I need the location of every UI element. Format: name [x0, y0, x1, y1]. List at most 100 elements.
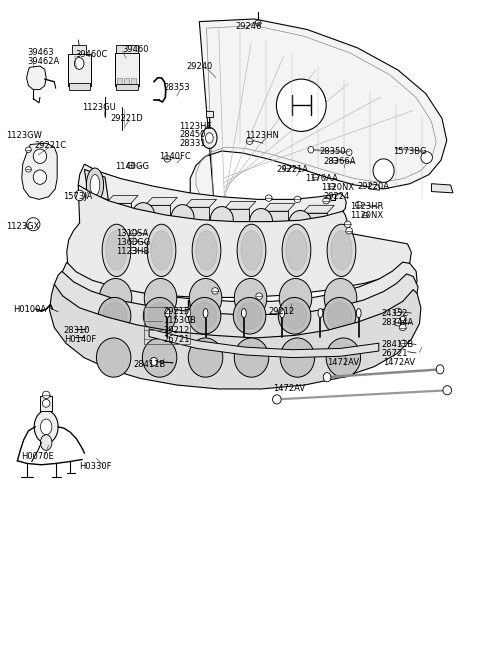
Ellipse shape [276, 79, 326, 132]
Ellipse shape [212, 288, 218, 294]
Ellipse shape [436, 365, 444, 374]
Text: 39463: 39463 [27, 48, 54, 58]
Bar [117, 78, 122, 87]
Bar [205, 111, 213, 117]
Ellipse shape [102, 224, 131, 276]
Text: 26721: 26721 [163, 335, 190, 344]
Bar [116, 45, 138, 53]
Ellipse shape [26, 217, 40, 231]
Ellipse shape [332, 157, 337, 163]
Text: 29220A: 29220A [357, 182, 389, 191]
Ellipse shape [273, 395, 281, 404]
Text: 39460C: 39460C [75, 50, 107, 59]
Text: 28331: 28331 [179, 139, 206, 147]
Ellipse shape [234, 338, 269, 377]
Polygon shape [224, 201, 256, 209]
Text: 29215: 29215 [163, 307, 190, 316]
Ellipse shape [421, 152, 432, 164]
Ellipse shape [42, 400, 50, 407]
Text: 28350: 28350 [319, 147, 346, 155]
Ellipse shape [164, 156, 170, 162]
Ellipse shape [165, 309, 169, 318]
Ellipse shape [90, 174, 100, 195]
Bar [116, 84, 138, 90]
Text: H0330F: H0330F [79, 462, 111, 470]
Ellipse shape [327, 303, 351, 329]
Text: 39460: 39460 [123, 45, 149, 54]
Ellipse shape [329, 183, 335, 189]
Polygon shape [369, 183, 380, 190]
Text: 29224: 29224 [324, 193, 350, 201]
Ellipse shape [34, 411, 58, 443]
Text: 29221D: 29221D [111, 114, 144, 123]
Ellipse shape [148, 303, 171, 329]
Text: 28344A: 28344A [381, 318, 413, 327]
Bar [72, 45, 86, 54]
Text: 1123HE: 1123HE [179, 122, 212, 131]
Text: 1123GW: 1123GW [6, 132, 42, 140]
Text: 29221A: 29221A [276, 165, 308, 174]
Bar [40, 396, 52, 411]
Polygon shape [302, 213, 327, 234]
Ellipse shape [241, 231, 262, 270]
Polygon shape [78, 164, 346, 224]
Ellipse shape [203, 309, 208, 318]
Ellipse shape [355, 202, 362, 208]
Ellipse shape [327, 224, 356, 276]
Text: 1573BG: 1573BG [393, 147, 427, 156]
Ellipse shape [356, 309, 361, 318]
Ellipse shape [210, 206, 233, 233]
Polygon shape [190, 19, 447, 215]
Ellipse shape [192, 303, 216, 329]
Polygon shape [184, 199, 216, 207]
Ellipse shape [33, 170, 47, 184]
Ellipse shape [86, 168, 104, 202]
Ellipse shape [279, 278, 312, 318]
Ellipse shape [318, 309, 323, 318]
Text: H0100A: H0100A [12, 305, 46, 314]
Ellipse shape [331, 231, 352, 270]
Ellipse shape [131, 247, 137, 253]
Text: H0140F: H0140F [64, 335, 96, 344]
Ellipse shape [189, 278, 222, 318]
Ellipse shape [250, 208, 273, 234]
Ellipse shape [186, 309, 191, 317]
Ellipse shape [98, 297, 131, 334]
Ellipse shape [75, 190, 84, 200]
Ellipse shape [192, 224, 221, 276]
Text: 29221C: 29221C [34, 141, 66, 150]
Ellipse shape [255, 20, 261, 26]
Ellipse shape [323, 373, 331, 382]
Ellipse shape [25, 166, 31, 172]
Text: 1140GG: 1140GG [116, 162, 150, 170]
Ellipse shape [289, 210, 312, 236]
Ellipse shape [233, 297, 266, 334]
Polygon shape [83, 166, 338, 209]
Ellipse shape [103, 303, 127, 329]
Ellipse shape [151, 231, 172, 270]
Ellipse shape [205, 133, 213, 143]
Bar [132, 78, 136, 87]
Polygon shape [106, 203, 131, 224]
Text: H0070E: H0070E [21, 453, 54, 461]
Bar [115, 53, 139, 86]
Polygon shape [84, 170, 108, 200]
Polygon shape [22, 143, 57, 199]
Text: 1153CB: 1153CB [163, 316, 196, 326]
Ellipse shape [326, 338, 360, 377]
Ellipse shape [150, 358, 157, 365]
Ellipse shape [25, 147, 31, 153]
Text: 1472AV: 1472AV [327, 358, 359, 367]
Ellipse shape [443, 386, 452, 395]
Text: 28411B: 28411B [381, 340, 413, 349]
Bar [124, 78, 129, 87]
Polygon shape [54, 271, 418, 348]
Ellipse shape [147, 224, 176, 276]
Ellipse shape [394, 308, 402, 316]
Text: 29240: 29240 [186, 62, 213, 71]
Ellipse shape [188, 297, 221, 334]
Ellipse shape [256, 293, 263, 299]
Ellipse shape [237, 224, 266, 276]
Ellipse shape [143, 338, 177, 377]
Ellipse shape [131, 229, 137, 236]
